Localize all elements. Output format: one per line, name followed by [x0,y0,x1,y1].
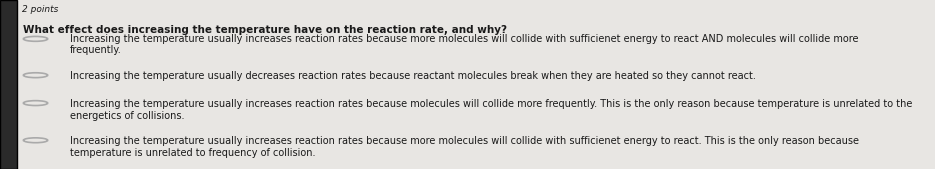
Text: Increasing the temperature usually decreases reaction rates because reactant mol: Increasing the temperature usually decre… [70,71,756,81]
Text: Increasing the temperature usually increases reaction rates because more molecul: Increasing the temperature usually incre… [70,33,858,55]
Text: Increasing the temperature usually increases reaction rates because molecules wi: Increasing the temperature usually incre… [70,99,913,120]
FancyBboxPatch shape [0,0,17,169]
Text: What effect does increasing the temperature have on the reaction rate, and why?: What effect does increasing the temperat… [23,25,508,35]
Text: 2 points: 2 points [22,5,58,14]
Text: Increasing the temperature usually increases reaction rates because more molecul: Increasing the temperature usually incre… [70,136,859,158]
